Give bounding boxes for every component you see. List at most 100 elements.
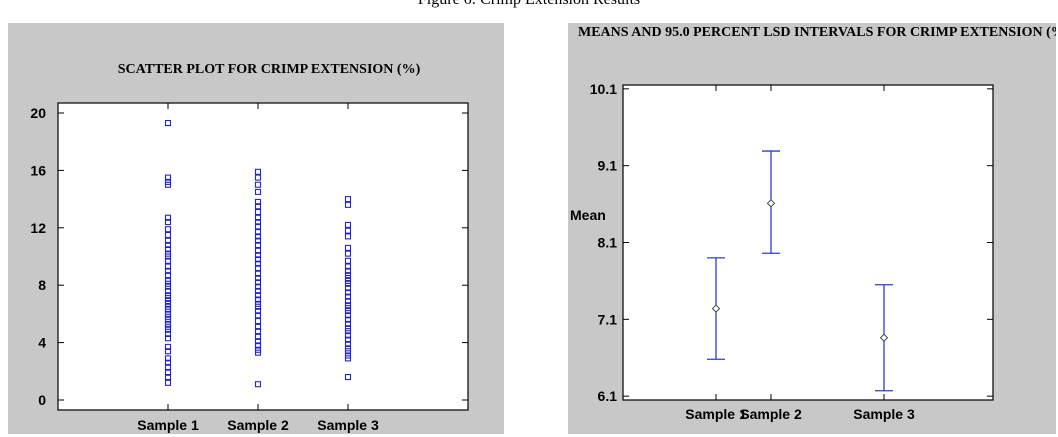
scatter-point xyxy=(254,188,262,195)
scatter-point xyxy=(254,241,262,249)
scatter-point xyxy=(344,227,352,234)
scatter-point xyxy=(344,340,352,348)
scatter-point xyxy=(344,233,352,240)
means-y-axis: 6.1 7.1 8.1 9.1 10.1 xyxy=(590,81,993,404)
scatter-point xyxy=(254,292,262,299)
y-tick-label: 0 xyxy=(38,392,46,408)
y-tick-label: 16 xyxy=(30,162,46,178)
scatter-point xyxy=(164,241,172,249)
scatter-x-axis: Sample 1 Sample 2 Sample 3 xyxy=(137,103,379,433)
scatter-point xyxy=(254,203,262,210)
scatter-point xyxy=(254,168,262,175)
scatter-point xyxy=(344,307,352,315)
scatter-point xyxy=(164,359,172,366)
scatter-point xyxy=(254,323,262,330)
scatter-point xyxy=(164,231,172,239)
y-tick-label: 4 xyxy=(38,335,46,351)
scatter-point xyxy=(164,348,172,355)
scatter-y-axis: 0 4 8 12 16 20 xyxy=(30,105,468,408)
scatter-point xyxy=(254,233,262,240)
scatter-point xyxy=(164,306,172,313)
means-plot-area xyxy=(622,84,994,401)
scatter-plot-area xyxy=(57,102,469,411)
scatter-point xyxy=(164,283,172,290)
means-y-label: Mean xyxy=(570,207,606,223)
scatter-point xyxy=(344,297,352,305)
mean-marker xyxy=(711,304,721,313)
scatter-point xyxy=(164,219,172,226)
scatter-point xyxy=(254,279,262,286)
scatter-point xyxy=(254,260,262,267)
scatter-point xyxy=(344,196,352,203)
scatter-point xyxy=(164,379,172,386)
scatter-point xyxy=(254,318,262,325)
scatter-point xyxy=(254,307,262,315)
mean-marker xyxy=(766,199,776,208)
scatter-point xyxy=(254,303,262,310)
scatter-point xyxy=(254,342,262,349)
scatter-point xyxy=(164,355,172,362)
scatter-point xyxy=(344,336,352,343)
scatter-point xyxy=(164,330,172,338)
means-panel: MEANS AND 95.0 PERCENT LSD INTERVALS FOR… xyxy=(568,23,1056,434)
scatter-point xyxy=(344,312,352,319)
scatter-point xyxy=(164,253,172,260)
scatter-title: SCATTER PLOT FOR CRIMP EXTENSION (%) xyxy=(118,62,421,77)
scatter-point xyxy=(344,280,352,287)
scatter-point xyxy=(344,201,352,208)
scatter-point xyxy=(164,263,172,270)
scatter-point xyxy=(344,348,352,355)
x-tick-label: Sample 3 xyxy=(317,417,379,433)
scatter-point xyxy=(254,181,262,188)
x-tick-label: Sample 2 xyxy=(740,406,802,422)
scatter-points xyxy=(164,119,352,388)
scatter-point xyxy=(344,257,352,264)
scatter-point xyxy=(164,174,172,181)
scatter-point xyxy=(164,267,172,274)
scatter-point xyxy=(164,246,172,253)
y-tick-label: 10.1 xyxy=(590,81,617,97)
y-tick-label: 6.1 xyxy=(598,388,618,404)
scatter-point xyxy=(254,349,262,356)
means-title: MEANS AND 95.0 PERCENT LSD INTERVALS FOR… xyxy=(578,25,1056,40)
scatter-point xyxy=(344,285,352,292)
scatter-point xyxy=(164,181,172,188)
scatter-point xyxy=(164,335,172,342)
scatter-point xyxy=(164,237,172,244)
scatter-point xyxy=(254,312,262,319)
scatter-point xyxy=(164,272,172,279)
x-tick-label: Sample 3 xyxy=(853,406,915,422)
scatter-point xyxy=(164,363,172,371)
x-tick-label: Sample 2 xyxy=(227,417,289,433)
x-tick-label: Sample 1 xyxy=(685,406,747,422)
scatter-point xyxy=(254,223,262,230)
scatter-point xyxy=(164,373,172,381)
scatter-point xyxy=(254,247,262,254)
scatter-point xyxy=(164,287,172,294)
scatter-point xyxy=(254,198,262,206)
scatter-point xyxy=(164,214,172,221)
scatter-point xyxy=(344,250,352,257)
scatter-point xyxy=(164,119,172,127)
scatter-point xyxy=(164,326,172,333)
scatter-point xyxy=(254,208,262,216)
scatter-point xyxy=(164,226,172,233)
y-tick-label: 12 xyxy=(30,220,46,236)
scatter-point xyxy=(254,381,262,388)
scatter-point xyxy=(344,267,352,274)
scatter-point xyxy=(254,256,262,263)
scatter-point xyxy=(254,229,262,236)
scatter-point xyxy=(344,355,352,362)
scatter-point xyxy=(254,333,262,340)
scatter-point xyxy=(254,270,262,277)
x-tick-label: Sample 1 xyxy=(137,417,199,433)
scatter-point xyxy=(164,343,172,350)
scatter-point xyxy=(344,332,352,339)
scatter-point xyxy=(164,369,172,376)
scatter-point xyxy=(344,316,352,323)
scatter-point xyxy=(344,289,352,296)
scatter-point xyxy=(344,244,352,251)
y-tick-label: 9.1 xyxy=(598,158,618,174)
scatter-point xyxy=(164,257,172,264)
